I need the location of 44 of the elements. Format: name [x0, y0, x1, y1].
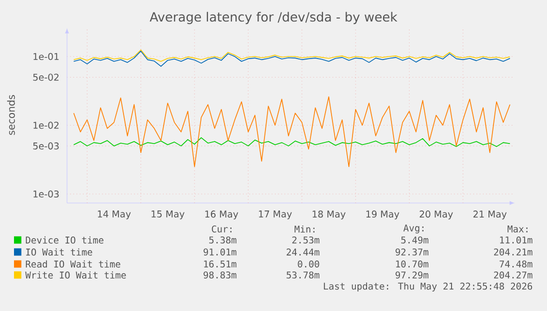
y-tick-label: 1e-01	[34, 53, 59, 60]
text: 204.21m	[494, 248, 532, 256]
x-tick-label: 21 May	[473, 210, 507, 220]
y-tick-label: 1e-02	[34, 122, 59, 129]
text: 11.01m	[500, 236, 532, 244]
legend-label: Device IO time	[26, 236, 104, 244]
chart-title: Average latency for /dev/sda - by week	[150, 12, 398, 24]
text: 92.37m	[396, 248, 428, 256]
text: Last update: Thu May 21 22:55:48 2026	[324, 282, 532, 292]
text: Avg:	[403, 224, 424, 234]
line-series	[73, 96, 510, 168]
text: 5.38m	[209, 236, 236, 244]
text: 97.29m	[396, 271, 428, 279]
text: 2.53m	[292, 236, 320, 244]
text: Cur:	[212, 225, 232, 233]
text: 204.27m	[494, 271, 532, 279]
y-tick-label: 5e-03	[33, 142, 59, 150]
line-series	[73, 49, 510, 62]
x-tick-label: 14 May	[98, 210, 131, 220]
x-tick-label: 19 May	[366, 210, 400, 220]
x-tick-label: 17 May	[259, 210, 292, 220]
text: 98.83m	[204, 271, 236, 279]
text: 53.78m	[286, 271, 320, 279]
text: 24.44m	[286, 248, 320, 256]
text: 10.70m	[396, 260, 428, 268]
y-tick-label: 5e-02	[33, 74, 59, 81]
legend-label: Read IO Wait time	[26, 260, 120, 268]
text: 91.01m	[204, 248, 236, 256]
y-axis-title: seconds	[7, 95, 15, 135]
text: 74.48m	[500, 260, 532, 268]
x-tick-label: 15 May	[152, 210, 184, 220]
text: 16.51m	[204, 260, 236, 268]
text: 5.49m	[401, 236, 428, 244]
line-series	[73, 50, 510, 67]
text: Min:	[294, 225, 314, 233]
line-series	[73, 137, 510, 147]
legend-label: Write IO Wait time	[25, 271, 126, 279]
x-tick-label: 20 May	[420, 210, 453, 220]
y-tick-label: 1e-03	[34, 190, 59, 198]
text: 0.00	[298, 260, 320, 268]
legend-label: IO Wait time	[26, 248, 92, 256]
x-tick-label: 16 May	[205, 210, 238, 220]
text: Max:	[508, 226, 528, 232]
x-tick-label: 18 May	[312, 210, 346, 220]
